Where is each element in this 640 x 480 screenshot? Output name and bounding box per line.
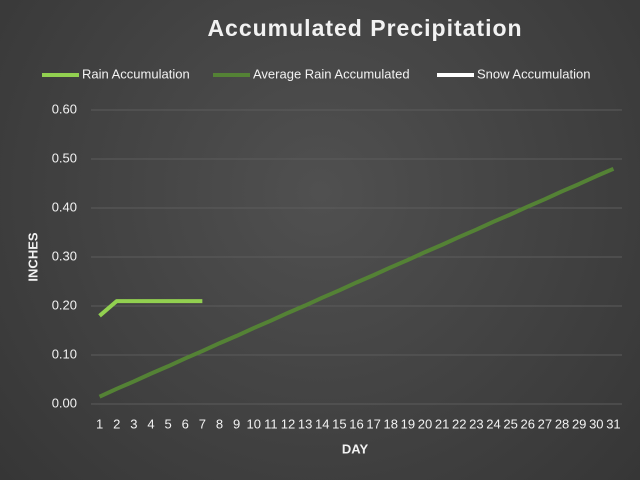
x-tick-label: 8	[216, 416, 223, 431]
x-tick-label: 11	[264, 416, 278, 431]
y-tick-label: 0.20	[52, 297, 77, 312]
x-axis-label: DAY	[342, 441, 369, 456]
x-tick-label: 30	[589, 416, 603, 431]
series-line	[98, 299, 203, 318]
y-tick-label: 0.40	[52, 199, 77, 214]
x-tick-label: 16	[349, 416, 363, 431]
x-tick-label: 5	[164, 416, 171, 431]
x-tick-label: 22	[452, 416, 466, 431]
x-tick-label: 25	[503, 416, 517, 431]
legend-label: Snow Accumulation	[477, 66, 590, 81]
chart-title: Accumulated Precipitation	[207, 15, 522, 41]
y-tick-label: 0.60	[52, 101, 77, 116]
y-tick-label: 0.30	[52, 248, 77, 263]
x-tick-label: 17	[366, 416, 380, 431]
x-tick-label: 3	[130, 416, 137, 431]
x-tick-label: 15	[332, 416, 346, 431]
x-tick-label: 9	[233, 416, 240, 431]
legend-label: Average Rain Accumulated	[253, 66, 410, 81]
x-tick-label: 21	[435, 416, 449, 431]
x-tick-label: 10	[246, 416, 260, 431]
x-tick-label: 1	[96, 416, 103, 431]
x-tick-label: 7	[199, 416, 206, 431]
x-tick-label: 23	[469, 416, 483, 431]
x-tick-label: 28	[555, 416, 569, 431]
x-tick-label: 26	[521, 416, 535, 431]
x-tick-label: 19	[401, 416, 415, 431]
legend-label: Rain Accumulation	[82, 66, 190, 81]
y-tick-label: 0.50	[52, 150, 77, 165]
y-axis-label: INCHES	[25, 232, 40, 281]
x-tick-label: 29	[572, 416, 586, 431]
x-tick-label: 20	[418, 416, 432, 431]
x-tick-label: 12	[281, 416, 295, 431]
x-tick-label: 4	[147, 416, 154, 431]
x-tick-label: 24	[486, 416, 500, 431]
x-tick-label: 6	[182, 416, 189, 431]
x-tick-label: 13	[298, 416, 312, 431]
y-tick-label: 0.10	[52, 346, 77, 361]
series-line	[98, 166, 615, 399]
x-tick-label: 27	[538, 416, 552, 431]
x-tick-label: 18	[384, 416, 398, 431]
y-tick-label: 0.00	[52, 395, 77, 410]
x-tick-label: 14	[315, 416, 329, 431]
x-tick-label: 31	[606, 416, 620, 431]
x-tick-label: 2	[113, 416, 120, 431]
